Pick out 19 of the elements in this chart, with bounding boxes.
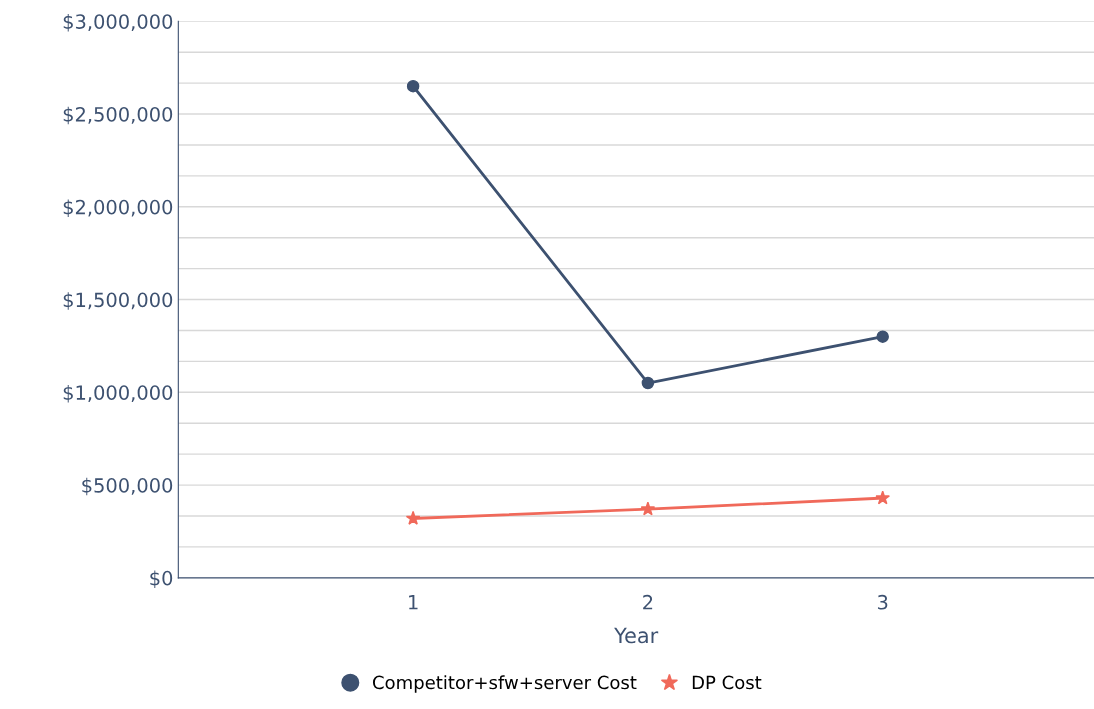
point <box>405 510 421 525</box>
point <box>875 490 890 505</box>
point <box>876 330 889 343</box>
x-axis-title: Year <box>614 627 659 644</box>
y-tick-label: $1,500,000 <box>63 292 173 310</box>
y-tick-label: $3,000,000 <box>63 13 173 32</box>
point <box>640 501 656 516</box>
point <box>406 79 420 93</box>
x-tick-label: 2 <box>643 594 653 610</box>
legend-label: DP Cost <box>692 675 762 690</box>
y-tick-label: $500,000 <box>82 477 173 496</box>
point <box>641 376 655 390</box>
y-tick-label: $2,000,000 <box>63 199 173 218</box>
y-tick-label: $0 <box>150 570 173 589</box>
legend-label: Competitor+sfw+server Cost <box>372 675 637 693</box>
x-tick-label: 3 <box>877 594 888 610</box>
y-tick-label: $1,000,000 <box>63 384 173 403</box>
y-tick-label: $2,500,000 <box>63 106 173 125</box>
x-tick-label: 1 <box>409 595 418 610</box>
